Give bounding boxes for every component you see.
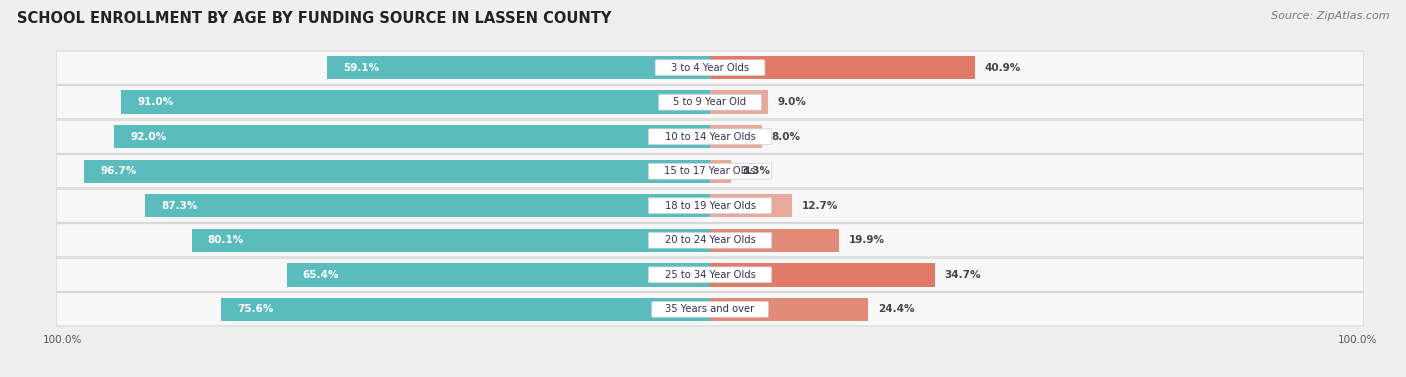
FancyBboxPatch shape: [652, 301, 768, 317]
Text: 9.0%: 9.0%: [778, 97, 807, 107]
FancyBboxPatch shape: [56, 293, 1364, 326]
Text: 24.4%: 24.4%: [877, 304, 914, 314]
Text: 18 to 19 Year Olds: 18 to 19 Year Olds: [665, 201, 755, 211]
FancyBboxPatch shape: [56, 155, 1364, 188]
Bar: [710, 159, 731, 183]
FancyBboxPatch shape: [648, 163, 772, 179]
Text: 15 to 17 Year Olds: 15 to 17 Year Olds: [665, 166, 755, 176]
FancyBboxPatch shape: [655, 60, 765, 76]
Text: 35 Years and over: 35 Years and over: [665, 304, 755, 314]
Text: 20 to 24 Year Olds: 20 to 24 Year Olds: [665, 235, 755, 245]
Bar: [84, 159, 710, 183]
Text: 3 to 4 Year Olds: 3 to 4 Year Olds: [671, 63, 749, 73]
Text: 75.6%: 75.6%: [236, 304, 273, 314]
FancyBboxPatch shape: [658, 94, 762, 110]
Bar: [328, 56, 710, 80]
Bar: [710, 125, 762, 149]
Bar: [121, 90, 710, 114]
FancyBboxPatch shape: [56, 51, 1364, 84]
Text: 80.1%: 80.1%: [208, 235, 245, 245]
Text: 65.4%: 65.4%: [302, 270, 339, 280]
Text: 34.7%: 34.7%: [945, 270, 981, 280]
Text: 3.3%: 3.3%: [741, 166, 770, 176]
FancyBboxPatch shape: [648, 267, 772, 283]
Bar: [191, 228, 710, 252]
FancyBboxPatch shape: [56, 189, 1364, 222]
Text: 19.9%: 19.9%: [849, 235, 884, 245]
FancyBboxPatch shape: [56, 224, 1364, 257]
Bar: [221, 297, 710, 321]
Bar: [287, 263, 710, 287]
Text: 25 to 34 Year Olds: 25 to 34 Year Olds: [665, 270, 755, 280]
Text: 96.7%: 96.7%: [100, 166, 136, 176]
Text: 40.9%: 40.9%: [984, 63, 1021, 73]
FancyBboxPatch shape: [56, 120, 1364, 153]
Text: 91.0%: 91.0%: [138, 97, 173, 107]
FancyBboxPatch shape: [56, 86, 1364, 119]
FancyBboxPatch shape: [648, 198, 772, 214]
Text: 87.3%: 87.3%: [162, 201, 197, 211]
Bar: [710, 90, 768, 114]
FancyBboxPatch shape: [648, 232, 772, 248]
Text: 5 to 9 Year Old: 5 to 9 Year Old: [673, 97, 747, 107]
Bar: [114, 125, 710, 149]
Bar: [710, 56, 974, 80]
FancyBboxPatch shape: [56, 258, 1364, 291]
Bar: [710, 297, 868, 321]
Text: 8.0%: 8.0%: [772, 132, 800, 142]
Text: 10 to 14 Year Olds: 10 to 14 Year Olds: [665, 132, 755, 142]
Bar: [710, 263, 935, 287]
Bar: [710, 194, 792, 218]
Text: 92.0%: 92.0%: [131, 132, 167, 142]
Bar: [145, 194, 710, 218]
Text: 12.7%: 12.7%: [801, 201, 838, 211]
Bar: [710, 228, 839, 252]
Text: SCHOOL ENROLLMENT BY AGE BY FUNDING SOURCE IN LASSEN COUNTY: SCHOOL ENROLLMENT BY AGE BY FUNDING SOUR…: [17, 11, 612, 26]
Text: 59.1%: 59.1%: [343, 63, 380, 73]
FancyBboxPatch shape: [648, 129, 772, 145]
Text: Source: ZipAtlas.com: Source: ZipAtlas.com: [1271, 11, 1389, 21]
